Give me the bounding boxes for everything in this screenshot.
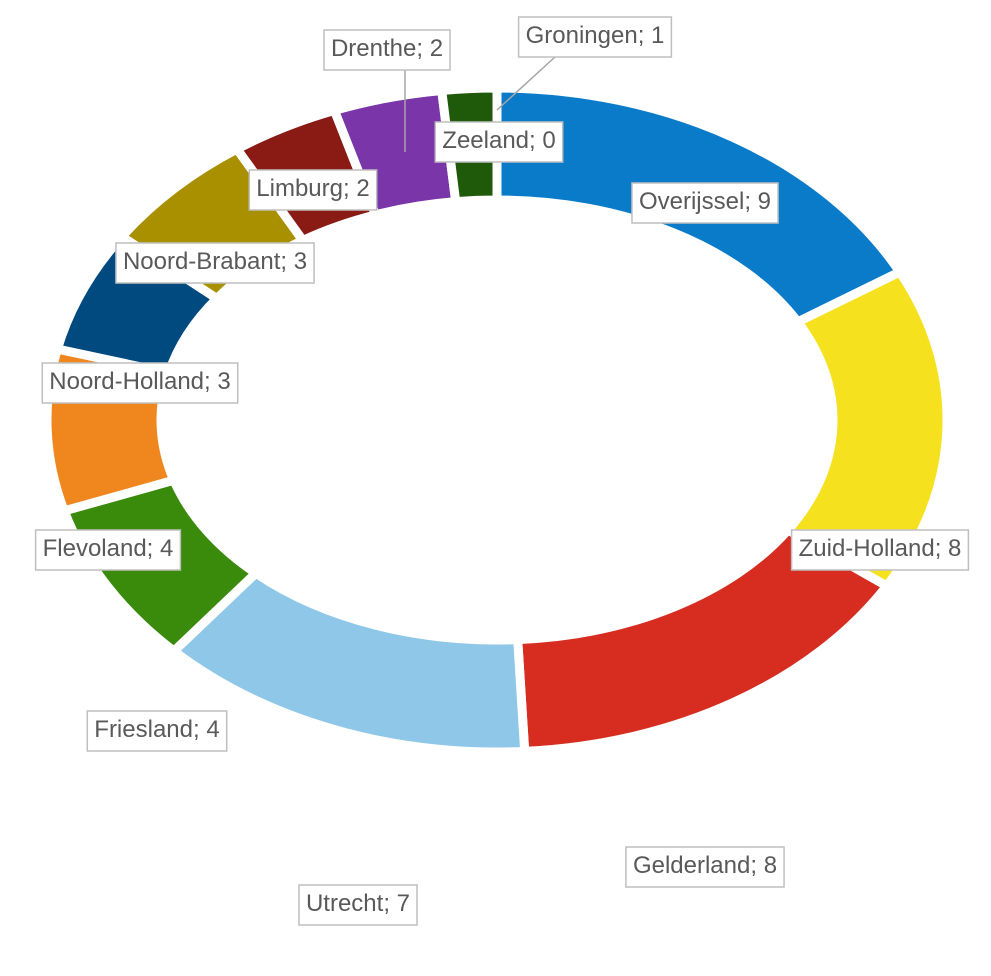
label-category: Groningen <box>526 22 638 49</box>
label-text: Flevoland; 4 <box>43 535 174 562</box>
label-value: 8 <box>764 852 777 879</box>
data-label: Zeeland; 0 <box>434 121 564 163</box>
label-category: Noord-Brabant <box>123 248 281 275</box>
label-value: 4 <box>160 535 173 562</box>
label-separator: ; <box>529 127 542 154</box>
label-text: Noord-Brabant; 3 <box>123 248 307 275</box>
label-separator: ; <box>193 716 206 743</box>
label-box <box>323 29 451 71</box>
label-box <box>517 16 673 58</box>
label-text: Limburg; 2 <box>256 175 369 202</box>
data-label: Friesland; 4 <box>86 710 228 752</box>
data-label: Limburg; 2 <box>248 169 378 211</box>
data-label: Overijssel; 9 <box>631 182 779 224</box>
label-category: Zeeland <box>442 127 529 154</box>
label-text: Gelderland; 8 <box>633 852 777 879</box>
label-value: 8 <box>948 535 961 562</box>
label-value: 0 <box>542 127 555 154</box>
label-box <box>41 362 239 404</box>
data-label: Gelderland; 8 <box>625 846 785 888</box>
label-separator: ; <box>416 35 429 62</box>
data-label: Zuid-Holland; 8 <box>790 529 970 571</box>
label-text: Overijssel; 9 <box>639 188 771 215</box>
label-text: Noord-Holland; 3 <box>49 368 230 395</box>
data-label: Utrecht; 7 <box>298 884 418 926</box>
label-box <box>115 242 315 284</box>
label-value: 3 <box>294 248 307 275</box>
label-text: Groningen; 1 <box>526 22 665 49</box>
label-text: Zuid-Holland; 8 <box>799 535 962 562</box>
label-box <box>86 710 228 752</box>
label-value: 2 <box>430 35 443 62</box>
label-category: Limburg <box>256 175 343 202</box>
data-label: Flevoland; 4 <box>34 529 182 571</box>
label-box <box>625 846 785 888</box>
label-box <box>248 169 378 211</box>
label-box <box>790 529 970 571</box>
label-separator: ; <box>744 188 757 215</box>
data-label: Drenthe; 2 <box>323 29 451 71</box>
label-separator: ; <box>638 22 651 49</box>
label-text: Friesland; 4 <box>94 716 219 743</box>
label-value: 7 <box>397 890 410 917</box>
label-separator: ; <box>750 852 763 879</box>
label-box <box>34 529 182 571</box>
label-box <box>298 884 418 926</box>
label-category: Zuid-Holland <box>799 535 935 562</box>
label-separator: ; <box>383 890 396 917</box>
leader-line <box>496 56 556 111</box>
label-separator: ; <box>343 175 356 202</box>
label-category: Noord-Holland <box>49 368 204 395</box>
label-category: Friesland <box>94 716 193 743</box>
data-label: Noord-Brabant; 3 <box>115 242 315 284</box>
label-category: Flevoland <box>43 535 147 562</box>
label-category: Utrecht <box>306 890 384 917</box>
label-text: Utrecht; 7 <box>306 890 410 917</box>
data-label: Noord-Holland; 3 <box>41 362 239 404</box>
data-label: Groningen; 1 <box>517 16 673 58</box>
label-value: 1 <box>651 22 664 49</box>
label-category: Overijssel <box>639 188 744 215</box>
label-value: 9 <box>758 188 771 215</box>
label-text: Drenthe; 2 <box>331 35 443 62</box>
label-separator: ; <box>935 535 948 562</box>
label-value: 2 <box>356 175 369 202</box>
label-box <box>434 121 564 163</box>
label-box <box>631 182 779 224</box>
label-category: Drenthe <box>331 35 416 62</box>
label-category: Gelderland <box>633 852 750 879</box>
label-text: Zeeland; 0 <box>442 127 555 154</box>
label-value: 3 <box>217 368 230 395</box>
label-separator: ; <box>280 248 293 275</box>
label-value: 4 <box>206 716 219 743</box>
label-separator: ; <box>147 535 160 562</box>
label-separator: ; <box>204 368 217 395</box>
